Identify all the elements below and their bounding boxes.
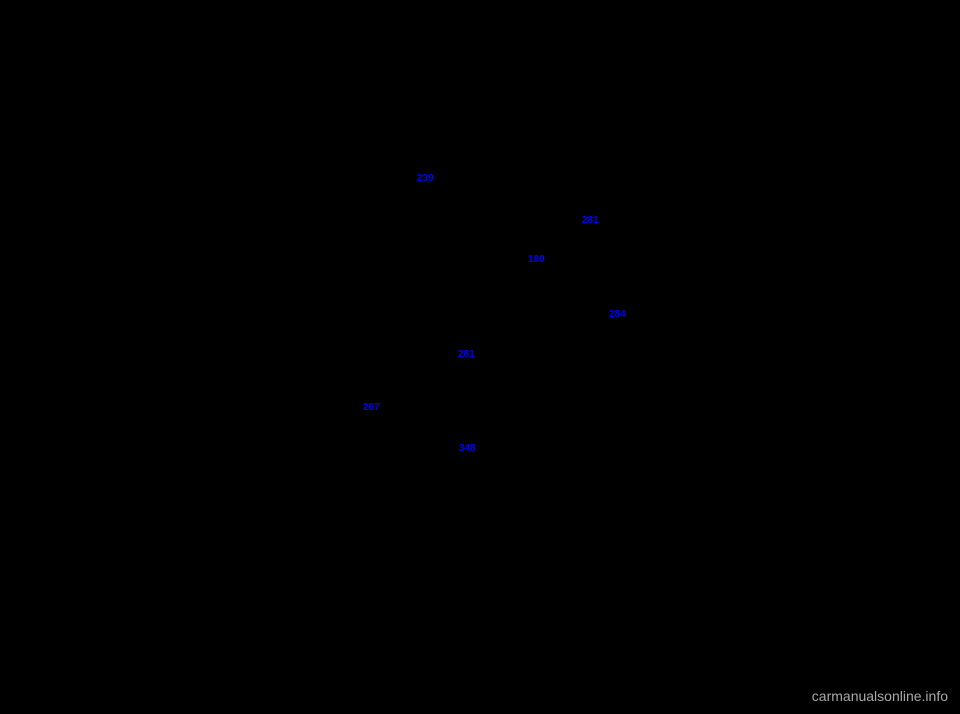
page-ref-label[interactable]: 348 (459, 443, 476, 454)
page-ref-label[interactable]: 281 (582, 215, 599, 226)
watermark-text: carmanualsonline.info (812, 688, 948, 704)
page-ref-label[interactable]: 284 (609, 309, 626, 320)
page-ref-label[interactable]: 239 (417, 173, 434, 184)
page-ref-label[interactable]: 267 (363, 402, 380, 413)
page-ref-label[interactable]: 180 (528, 254, 545, 265)
page-ref-label[interactable]: 281 (458, 349, 475, 360)
